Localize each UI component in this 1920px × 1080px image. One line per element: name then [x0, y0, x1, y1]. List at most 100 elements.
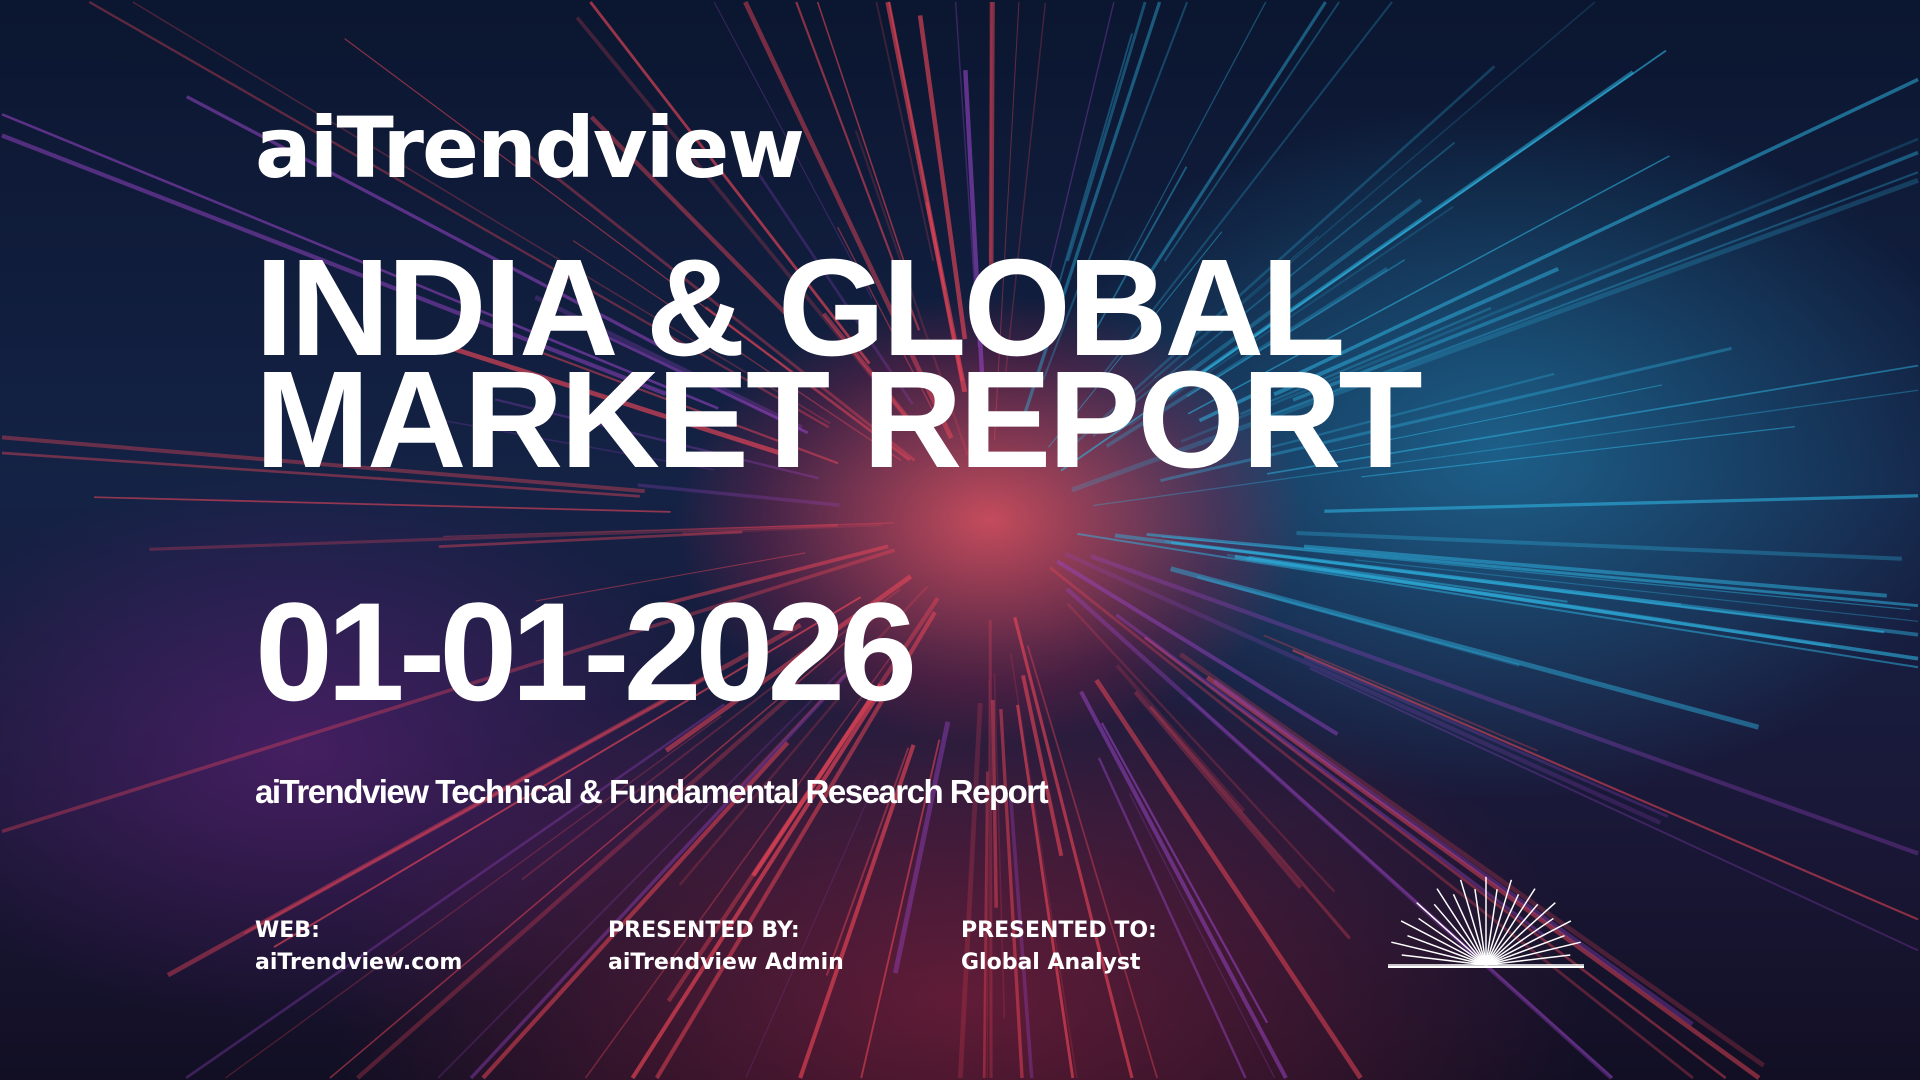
- light-streak: [94, 496, 671, 513]
- light-streak: [860, 739, 941, 1079]
- light-streak: [991, 699, 998, 908]
- light-streak: [1149, 705, 1351, 940]
- light-streak: [1077, 532, 1919, 669]
- light-streak: [1115, 613, 1546, 938]
- light-streak: [1042, 1, 1189, 381]
- light-streak: [469, 636, 882, 1080]
- light-streak: [986, 680, 990, 1079]
- light-streak: [1091, 1, 1596, 434]
- light-streak: [664, 574, 913, 753]
- light-streak: [132, 1, 831, 424]
- light-streak: [816, 1, 911, 280]
- sunburst-ray: [1459, 879, 1487, 966]
- light-streak: [875, 1, 935, 262]
- report-date: 01-01-2026: [255, 573, 917, 730]
- sunburst-ray: [1401, 954, 1487, 966]
- sunburst-ray: [1485, 920, 1572, 966]
- presented-to-value: Global Analyst: [961, 950, 1141, 975]
- title-line-1: INDIA & GLOBAL: [255, 231, 1345, 385]
- sunburst-ray: [1391, 941, 1487, 966]
- footer-web: WEB: aiTrendview.com: [255, 915, 462, 979]
- light-streak: [566, 316, 809, 435]
- light-streak: [1094, 678, 1363, 1080]
- sunburst-ray: [1452, 894, 1487, 966]
- light-streak: [1128, 1, 1327, 306]
- light-streak: [1186, 259, 1406, 398]
- light-streak: [589, 115, 793, 321]
- light-streak: [166, 622, 802, 978]
- light-streak: [988, 619, 993, 1079]
- web-link[interactable]: aiTrendview.com: [255, 950, 463, 975]
- light-streak: [1090, 554, 1919, 856]
- light-streak: [1009, 798, 1034, 1079]
- light-streak: [917, 15, 968, 340]
- light-streak: [1129, 205, 1454, 427]
- light-streak: [1065, 587, 1613, 1080]
- light-streak: [1240, 306, 1492, 416]
- light-streak: [1105, 266, 1389, 448]
- light-streak: [795, 1, 921, 331]
- light-streak: [822, 312, 937, 453]
- sunburst-ray: [1485, 894, 1520, 966]
- light-streak: [1160, 346, 1732, 482]
- light-streak: [1198, 77, 1919, 423]
- light-streak: [798, 744, 916, 1079]
- footer-presented-to: PRESENTED TO: Global Analyst: [961, 915, 1157, 979]
- light-streak: [1016, 704, 1075, 1079]
- light-streak: [1143, 636, 1727, 1080]
- light-streak: [637, 483, 840, 507]
- light-streak: [437, 645, 866, 1079]
- light-streak: [529, 347, 839, 465]
- light-streak: [1102, 1, 1393, 375]
- light-streak: [1066, 1, 1147, 262]
- sunburst-ray: [1416, 902, 1487, 966]
- light-streak: [443, 522, 895, 538]
- light-streak: [982, 771, 989, 1079]
- light-streak: [1, 548, 896, 834]
- light-streak: [1093, 389, 1919, 507]
- light-streak: [745, 780, 877, 1079]
- light-streak: [892, 721, 951, 974]
- light-streak: [1048, 231, 1223, 448]
- light-streak: [513, 142, 916, 462]
- light-streak: [1248, 555, 1568, 603]
- light-streak: [1049, 566, 1694, 1080]
- light-streak: [885, 1, 968, 393]
- light-streak: [1187, 696, 1614, 1079]
- light-streak: [1097, 757, 1247, 1079]
- light-streak: [356, 694, 793, 1080]
- report-subtitle: aiTrendview Technical & Fundamental Rese…: [255, 773, 1049, 810]
- light-streak: [1181, 198, 1423, 379]
- light-streak: [837, 226, 940, 423]
- light-streak: [1163, 1, 1340, 262]
- light-streak: [957, 702, 983, 1079]
- light-streak: [1292, 150, 1919, 402]
- sunburst-ray: [1485, 941, 1581, 966]
- light-streak: [993, 1, 1020, 441]
- light-streak: [329, 617, 874, 1079]
- sunburst-ray: [1485, 935, 1565, 966]
- light-streak: [1212, 678, 1694, 1027]
- web-label: WEB:: [255, 918, 320, 943]
- sunburst-ray: [1433, 903, 1487, 966]
- light-streak: [1071, 178, 1919, 493]
- sunburst-ray: [1485, 954, 1571, 966]
- light-streak: [1021, 674, 1064, 857]
- light-streak: [854, 130, 969, 456]
- light-streak: [243, 668, 722, 935]
- light-streak: [185, 95, 676, 356]
- light-streak: [1354, 559, 1919, 622]
- light-streak: [1187, 155, 1670, 415]
- light-streak: [954, 1, 980, 347]
- light-streak: [1043, 1, 1115, 294]
- light-streak: [1321, 384, 1662, 454]
- sunburst-ray: [1436, 888, 1487, 966]
- light-streak: [993, 673, 1006, 1018]
- light-streak: [1, 451, 640, 498]
- light-streak: [1263, 634, 1538, 752]
- light-streak: [273, 596, 862, 948]
- light-streak: [435, 418, 715, 471]
- light-streak: [704, 306, 911, 462]
- light-streak: [1303, 656, 1669, 818]
